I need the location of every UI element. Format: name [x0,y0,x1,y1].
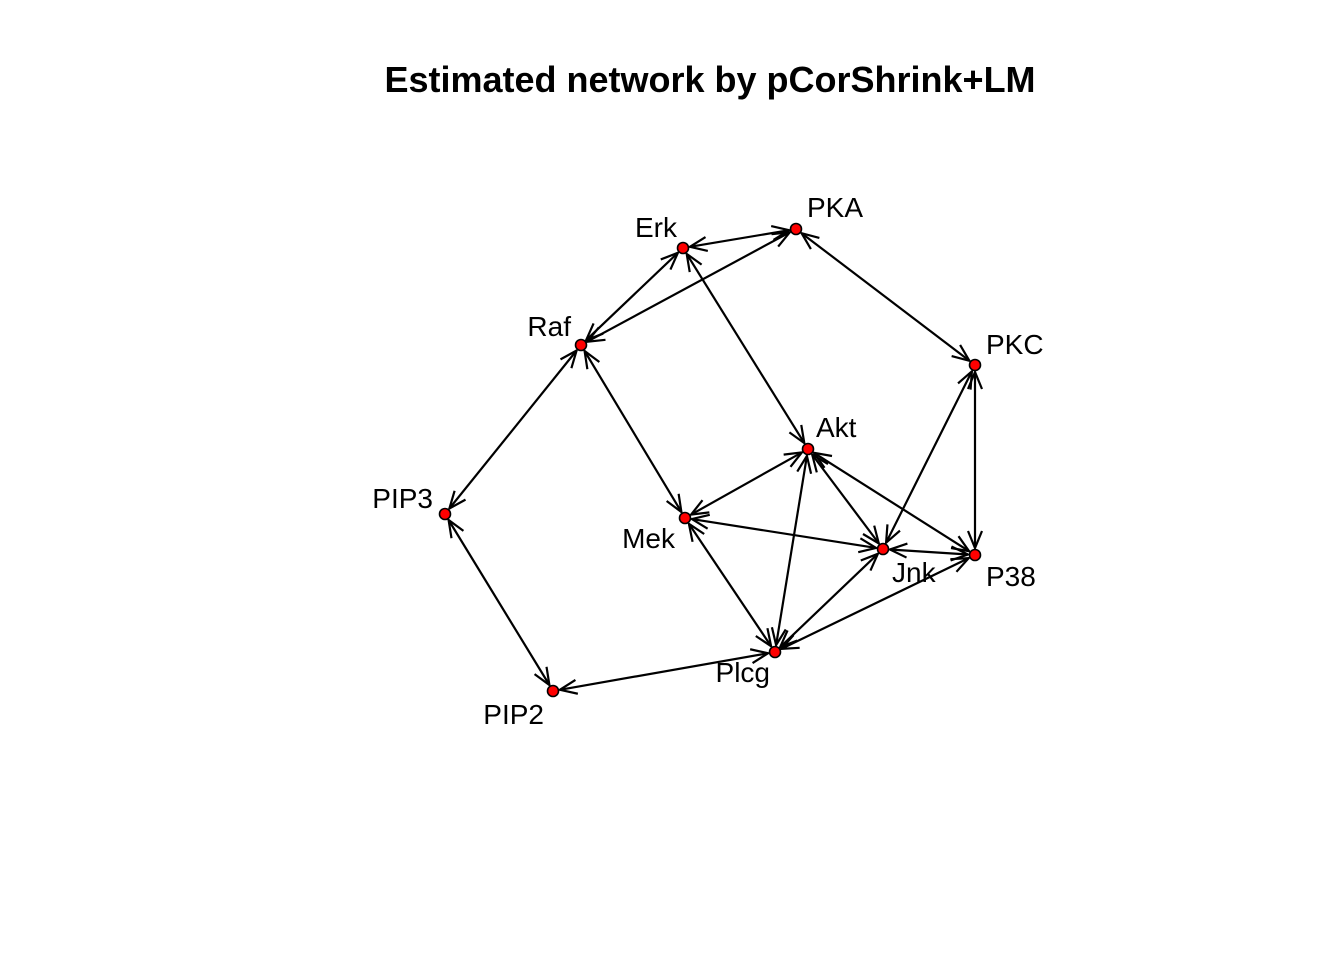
edge-akt-jnk [812,455,879,544]
node-p38 [968,548,982,562]
node-label-erk: Erk [635,212,678,243]
node-plcg [768,645,782,659]
node-pip2 [546,684,560,698]
node-mek [678,511,692,525]
node-label-pip2: PIP2 [483,699,544,730]
edge-raf-mek [585,351,682,512]
node-label-raf: Raf [527,311,571,342]
edge-erk-raf [586,253,678,340]
node-pip3 [438,507,452,521]
edge-erk-akt [687,254,805,443]
node-label-pip3: PIP3 [372,483,433,514]
edge-jnk-plcg [780,554,878,647]
edge-akt-p38 [814,453,969,551]
node-label-plcg: Plcg [716,657,770,688]
labels-layer: Erk PKA Raf PKC Akt PIP3 Mek Jnk P38 Plcg PIP2 [372,192,1043,730]
node-label-pkc: PKC [986,329,1044,360]
node-label-akt: Akt [816,412,857,443]
edge-akt-plcg [776,456,807,645]
node-pka [789,222,803,236]
edge-mek-plcg [689,524,771,646]
node-label-p38: P38 [986,561,1036,592]
edge-p38-plcg [781,558,968,649]
node-raf [574,338,588,352]
edge-erk-pka [690,230,789,247]
edge-mek-jnk [692,519,876,548]
edge-jnk-p38 [890,550,968,555]
edge-pip3-pip2 [449,520,550,685]
edge-pip2-plcg [560,653,768,690]
edge-raf-pip3 [449,351,576,509]
node-akt [801,442,815,456]
node-pkc [968,358,982,372]
edges-layer [449,230,975,690]
edge-pka-pkc [802,233,970,361]
edge-pkc-jnk [886,371,972,542]
node-label-pka: PKA [807,192,863,223]
node-label-mek: Mek [622,523,676,554]
node-erk [676,241,690,255]
nodes-layer [438,222,982,698]
node-jnk [876,542,890,556]
edge-akt-mek [691,452,802,514]
node-label-jnk: Jnk [892,557,937,588]
plot-title: Estimated network by pCorShrink+LM [384,59,1035,100]
